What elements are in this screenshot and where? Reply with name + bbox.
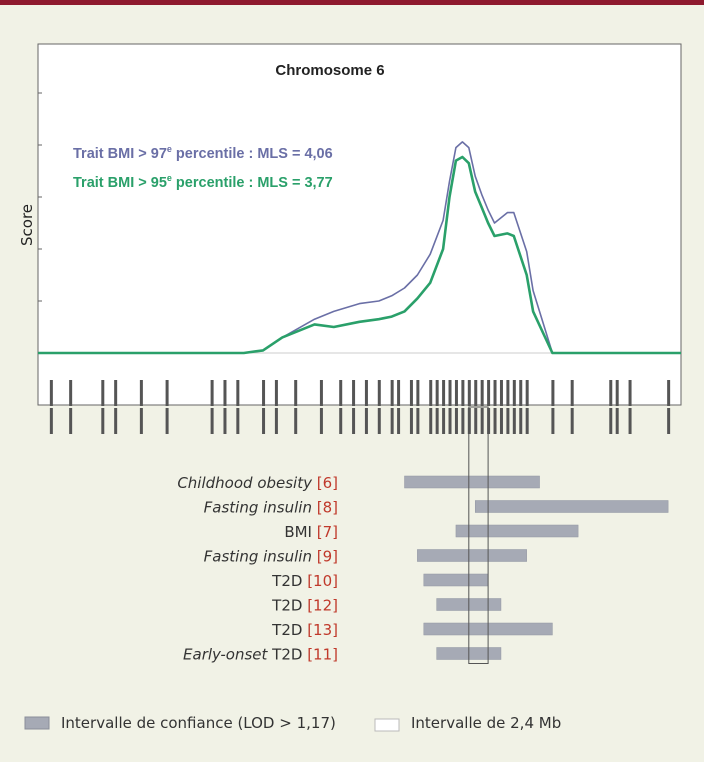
marker-tick [223, 380, 227, 434]
interval-ref: [7] [312, 523, 338, 541]
interval-ref: [6] [312, 474, 338, 492]
interval-label: BMI [7] [284, 523, 338, 541]
marker-tick [448, 380, 452, 434]
marker-tick [454, 380, 458, 434]
marker-tick [364, 380, 368, 434]
interval-label: T2D [13] [271, 621, 338, 639]
interval-bar [404, 475, 540, 489]
marker-tick [339, 380, 343, 434]
confidence-intervals: Childhood obesity [6]Fasting insulin [8]… [177, 406, 669, 664]
marker-tick [512, 380, 516, 434]
chart-title: Chromosome 6 [275, 62, 384, 79]
marker-tick [474, 380, 478, 434]
interval-label: T2D [10] [271, 572, 338, 590]
marker-tick [499, 380, 503, 434]
series-label-95: Trait BMI > 95e percentile : MLS = 3,77 [73, 173, 333, 191]
interval-label: Fasting insulin [8] [204, 499, 338, 517]
marker-tick [390, 380, 394, 434]
marker-tick [628, 380, 632, 434]
marker-tick [409, 380, 413, 434]
series-label-95-suffix: percentile : MLS = 3,77 [172, 175, 333, 191]
marker-tick [236, 380, 240, 434]
interval-label-text: BMI [284, 523, 312, 541]
marker-tick [519, 380, 523, 434]
interval-label: Early-onset T2D [11] [183, 646, 338, 664]
legend-label-window: Intervalle de 2,4 Mb [411, 714, 561, 732]
interval-label-italic: Fasting insulin [204, 548, 312, 566]
series-line-0 [38, 141, 681, 354]
lines [38, 141, 681, 355]
series-label-95-sup: e [167, 173, 172, 183]
marker-tick [429, 380, 433, 434]
series-label-97: Trait BMI > 97e percentile : MLS = 4,06 [73, 144, 333, 162]
interval-ref: [12] [302, 597, 338, 615]
marker-tick [114, 380, 118, 434]
marker-tick [377, 380, 381, 434]
interval-ref: [13] [302, 621, 338, 639]
marker-tick [49, 380, 53, 434]
series-label-97-prefix: Trait BMI > 97 [73, 146, 167, 162]
marker-tick [69, 380, 73, 434]
interval-bar [423, 573, 489, 587]
marker-tick [467, 380, 471, 434]
marker-tick [493, 380, 497, 434]
marker-tick [416, 380, 420, 434]
marker-tick [397, 380, 401, 434]
legend-label-confidence: Intervalle de confiance (LOD > 1,17) [61, 714, 336, 732]
marker-tick [525, 380, 529, 434]
marker-tick [615, 380, 619, 434]
marker-tick [435, 380, 439, 434]
interval-label-italic: Early-onset [183, 646, 268, 664]
marker-tick [352, 380, 356, 434]
marker-tick [101, 380, 105, 434]
interval-label-text: T2D [271, 572, 302, 590]
marker-tick [139, 380, 143, 434]
interval-ref: [11] [302, 646, 338, 664]
interval-ref: [9] [312, 548, 338, 566]
window-2-4mb [468, 406, 489, 664]
y-axis-label: Score [18, 204, 36, 246]
legend-swatch-window [374, 718, 400, 732]
marker-tick [294, 380, 298, 434]
marker-tick [165, 380, 169, 434]
interval-bar [417, 549, 527, 562]
marker-tick [210, 380, 214, 434]
series-label-95-prefix: Trait BMI > 95 [73, 175, 167, 191]
interval-label: Fasting insulin [9] [204, 548, 338, 566]
top-accent-bar [0, 0, 704, 5]
marker-tick [319, 380, 323, 434]
plot-area [37, 43, 682, 406]
series-label-97-sup: e [167, 144, 172, 154]
interval-label-text: T2D [271, 597, 302, 615]
marker-tick [551, 380, 555, 434]
marker-tick [461, 380, 465, 434]
interval-label: Childhood obesity [6] [177, 474, 338, 492]
marker-tick [506, 380, 510, 434]
marker-tick [667, 380, 671, 434]
marker-tick [274, 380, 278, 434]
interval-label-suffix: T2D [267, 646, 302, 664]
series-line-1 [38, 155, 681, 355]
interval-label-italic: Fasting insulin [204, 499, 312, 517]
series-label-97-suffix: percentile : MLS = 4,06 [172, 146, 333, 162]
marker-tick [262, 380, 266, 434]
interval-bar [474, 500, 669, 513]
interval-label-text: T2D [271, 621, 302, 639]
interval-label-italic: Childhood obesity [177, 474, 313, 492]
marker-tick [570, 380, 574, 434]
marker-tick [487, 380, 491, 434]
interval-ref: [8] [312, 499, 338, 517]
interval-bar [455, 524, 579, 538]
marker-ticks [49, 380, 671, 434]
marker-tick [442, 380, 446, 434]
legend-swatch-confidence [24, 716, 50, 730]
marker-tick [480, 380, 484, 434]
marker-tick [609, 380, 613, 434]
interval-label: T2D [12] [271, 597, 338, 615]
interval-ref: [10] [302, 572, 338, 590]
